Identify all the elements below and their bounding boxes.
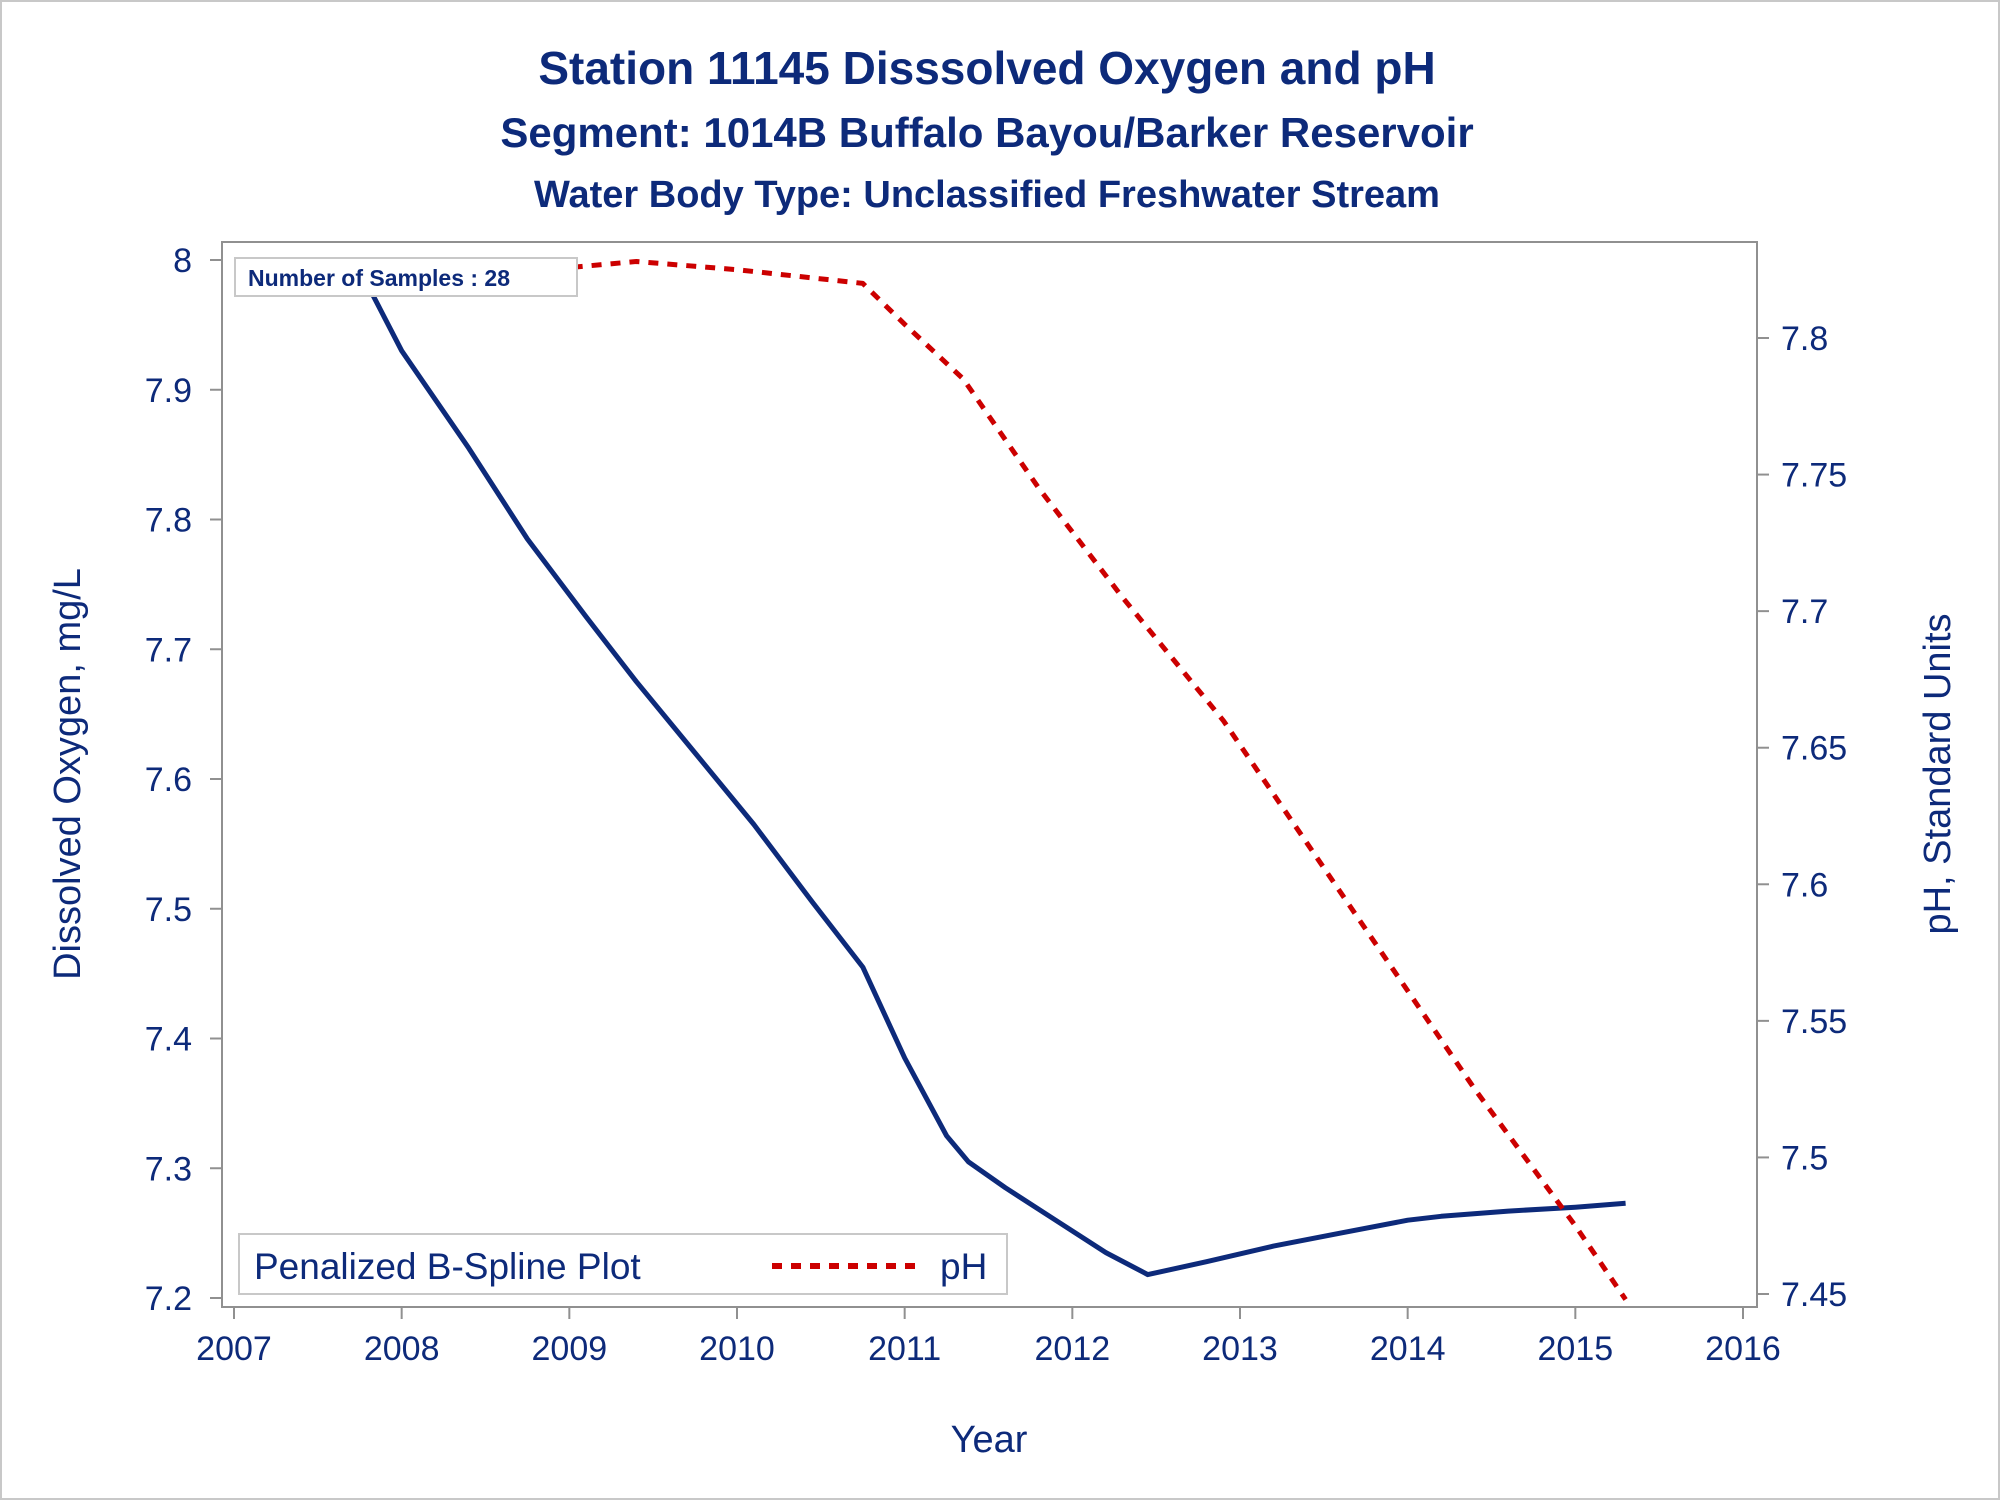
x-tick-label: 2013: [1202, 1330, 1278, 1368]
y-tick-label: 7.9: [145, 372, 192, 410]
y2-tick-label: 7.75: [1781, 457, 1847, 495]
y2-tick-label: 7.8: [1781, 320, 1828, 358]
y-tick-label: 7.7: [145, 631, 192, 669]
x-tick-label: 2011: [868, 1330, 941, 1368]
plot-area: [221, 241, 1758, 1308]
y2-tick-label: 7.45: [1781, 1276, 1847, 1314]
series-line-dissolved-oxygen: [362, 278, 1626, 1278]
chart-title: Station 11145 Disssolved Oxygen and pH: [538, 42, 1435, 94]
x-axis-label: Year: [951, 1419, 1028, 1461]
y-tick-label: 7.6: [145, 761, 192, 799]
series-layer: [362, 259, 1628, 1301]
legend: Penalized B-Spline Plot pH: [238, 1233, 1008, 1295]
chart-subtitle-2: Water Body Type: Unclassified Freshwater…: [534, 174, 1440, 216]
legend-label-spline: Penalized B-Spline Plot: [254, 1246, 641, 1287]
x-tick-label: 2008: [364, 1330, 440, 1368]
y2-tick-label: 7.65: [1781, 730, 1847, 768]
x-tick-label: 2014: [1370, 1330, 1446, 1368]
y2-tick-label: 7.55: [1781, 1003, 1847, 1041]
x-tick-label: 2009: [532, 1330, 608, 1368]
y-tick-label: 7.8: [145, 502, 192, 540]
y2-tick-label: 7.6: [1781, 866, 1828, 904]
x-tick-label: 2010: [699, 1330, 775, 1368]
y-axis: 7.2 7.3 7.4 7.5 7.6 7.7 7.8 7.9 8: [145, 242, 222, 1318]
y-tick-label: 7.3: [145, 1150, 192, 1188]
y-tick-label: 8: [173, 242, 192, 280]
y-tick-label: 7.5: [145, 891, 192, 929]
sample-count-text: Number of Samples : 28: [248, 265, 510, 291]
x-tick-label: 2015: [1538, 1330, 1614, 1368]
legend-box: [238, 1233, 1008, 1295]
x-tick-label: 2007: [196, 1330, 272, 1368]
y-tick-label: 7.2: [145, 1280, 192, 1318]
y2-tick-label: 7.5: [1781, 1139, 1828, 1177]
sample-count-box: Number of Samples : 28: [234, 257, 578, 297]
x-tick-label: 2016: [1705, 1330, 1781, 1368]
series-line-ph: [364, 259, 1628, 1301]
y2-tick-label: 7.7: [1781, 593, 1828, 631]
y-axis-label: Dissolved Oxygen, mg/L: [47, 568, 89, 980]
x-tick-label: 2012: [1035, 1330, 1111, 1368]
y2-axis-label: pH, Standard Units: [1917, 613, 1959, 934]
y-tick-label: 7.4: [145, 1021, 192, 1059]
chart-subtitle: Segment: 1014B Buffalo Bayou/Barker Rese…: [500, 109, 1473, 156]
x-axis: 2007 2008 2009 2010 2011 2012 2013 2014 2015 2016: [196, 1307, 1781, 1368]
legend-label-ph: pH: [940, 1246, 987, 1287]
y2-axis: 7.45 7.5 7.55 7.6 7.65 7.7 7.75 7.8: [1757, 320, 1847, 1314]
